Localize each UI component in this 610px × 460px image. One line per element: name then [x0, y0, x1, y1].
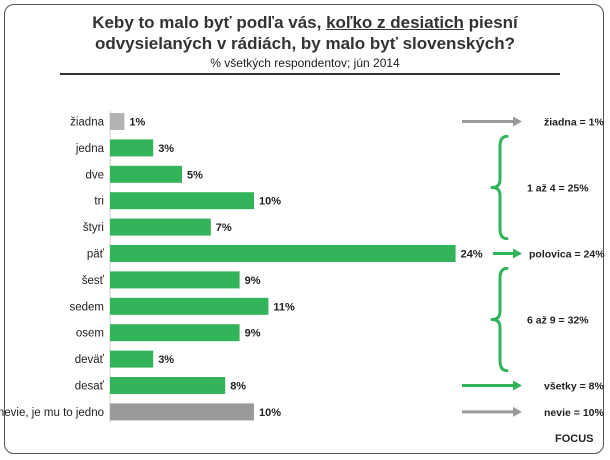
category-label: desať	[75, 381, 105, 393]
value-label: 1%	[129, 117, 145, 129]
brand-label: FOCUS	[555, 433, 594, 445]
category-label: dve	[85, 169, 104, 181]
chart-frame	[4, 4, 604, 454]
value-label: 10%	[259, 407, 281, 419]
category-label: žiadna	[70, 117, 104, 129]
bar	[110, 271, 240, 289]
value-label: 9%	[245, 275, 261, 287]
value-label: 9%	[245, 328, 261, 340]
title-pre: Keby to malo byť podľa vás,	[92, 13, 327, 32]
annotation-arrow-head	[513, 406, 522, 417]
category-label: deväť	[75, 354, 105, 366]
bar	[110, 245, 456, 262]
category-label: šesť	[82, 275, 105, 287]
title-line-2: odvysielaných v rádiách, by malo byť slo…	[94, 34, 516, 53]
value-label: 5%	[187, 169, 203, 181]
title-rule	[60, 73, 560, 75]
title-underlined: koľko z desiatich	[326, 13, 464, 32]
title-post: piesní	[463, 13, 518, 32]
bar	[110, 192, 254, 210]
value-label: 24%	[461, 249, 483, 261]
bar	[110, 218, 211, 236]
annotation-label: žiadna = 1%	[544, 117, 604, 129]
category-label: osem	[76, 328, 104, 340]
title-line-1: Keby to malo byť podľa vás, koľko z desi…	[0, 12, 610, 33]
value-label: 3%	[158, 354, 174, 366]
category-label: sedem	[69, 301, 104, 313]
annotation-brace	[490, 266, 509, 373]
chart-subtitle: % všetkých respondentov; jún 2014	[210, 56, 400, 70]
category-label: tri	[94, 196, 104, 208]
annotation-arrow-head	[513, 248, 522, 259]
bar	[110, 350, 154, 368]
value-label: 10%	[259, 196, 281, 208]
annotation-label: všetky = 8%	[544, 381, 605, 393]
value-label: 8%	[230, 381, 246, 393]
bar	[110, 377, 226, 394]
annotation-label: 6 až 9 = 32%	[527, 315, 589, 327]
value-label: 7%	[216, 222, 232, 234]
annotation-arrow-head	[513, 116, 522, 127]
category-label: jedna	[75, 143, 105, 155]
bar	[110, 113, 125, 130]
bar	[110, 165, 182, 183]
annotation-arrow-head	[513, 380, 522, 391]
category-label: nevie, je mu to jedno	[0, 407, 104, 419]
annotation-label: polovica = 24%	[529, 249, 605, 261]
chart-title: Keby to malo byť podľa vás, koľko z desi…	[0, 12, 610, 54]
annotation-label: nevie = 10%	[544, 407, 604, 419]
annotation-brace	[490, 134, 509, 241]
value-label: 11%	[273, 301, 295, 313]
bar	[110, 324, 240, 342]
annotation-label: 1 až 4 = 25%	[527, 183, 589, 195]
bar	[110, 297, 269, 315]
value-label: 3%	[158, 143, 174, 155]
category-label: štyri	[83, 222, 104, 234]
category-label: päť	[87, 249, 105, 261]
bar	[110, 139, 154, 157]
bar	[110, 403, 254, 421]
